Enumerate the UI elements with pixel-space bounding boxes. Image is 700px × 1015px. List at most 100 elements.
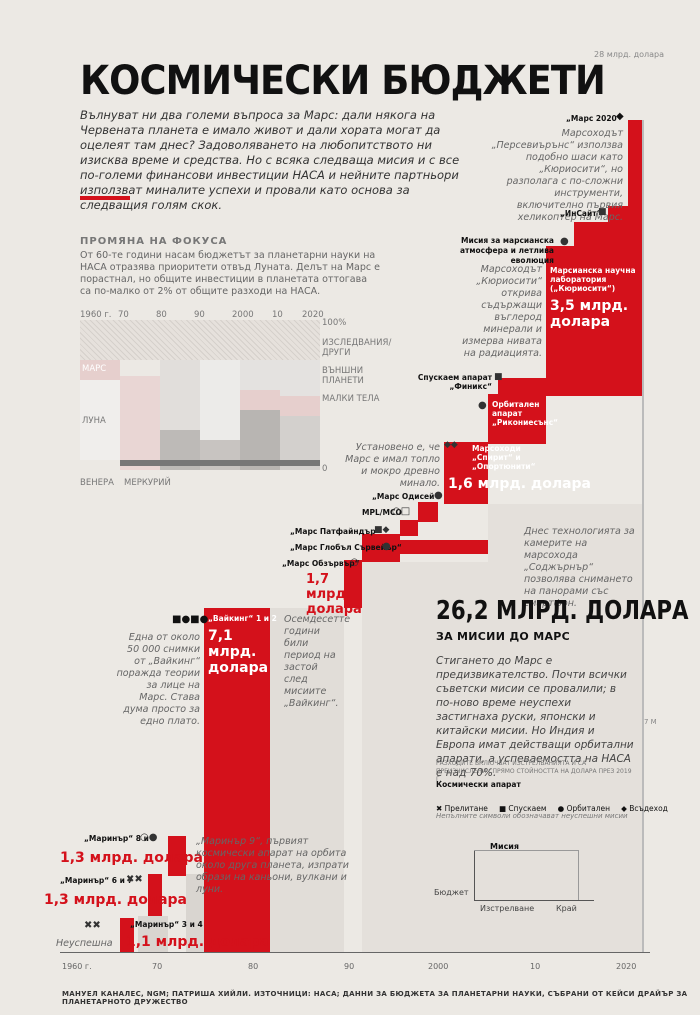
mariner89-icons: ○●	[140, 832, 158, 843]
bar-maven	[574, 222, 642, 248]
mini-launch: Изстрелване	[480, 904, 535, 913]
orbiter-icon: ●	[560, 236, 569, 247]
focus-pct-top: 100%	[322, 318, 347, 328]
lander-icon: ■	[598, 207, 607, 217]
mgs-orbiter-icon: ●	[382, 541, 391, 552]
label-maven: Мисия за марсианска атмосфера и летлива …	[459, 236, 554, 265]
value-observer: 1,7 млрд. долара	[306, 572, 362, 617]
note-pathfinder: Днес технологията за камерите на марсохо…	[524, 526, 635, 609]
bar-odyssey	[418, 502, 438, 522]
x-tick-90: 90	[344, 962, 355, 971]
top-scale-label: 28 млрд. долара	[594, 50, 664, 59]
focus-chart: 1960 г. 70 80 90 2000 10 2020 100% 0 МАР…	[80, 306, 346, 496]
mini-x-axis	[474, 900, 594, 901]
label-mariner89: „Маринър“ 8 и 9	[84, 834, 157, 843]
note-curiosity: Марсоходът „Кюриосити“ открива съдържащи…	[462, 264, 542, 359]
phoenix-lander-icon: ■	[494, 372, 503, 382]
label-mariner34: „Маринър“ 3 и 4	[130, 920, 203, 929]
label-viking: „Вайкинг“ 1 и 2	[208, 614, 277, 623]
intro-text: Вълнуват ни два големи въпроса за Марс: …	[80, 108, 460, 212]
focus-bars	[120, 360, 320, 470]
value-viking: 7,1 млрд. долара	[208, 628, 269, 676]
mini-right-line	[578, 850, 579, 900]
label-mariner67: „Маринър“ 6 и 7	[60, 876, 133, 885]
mini-y-axis	[474, 850, 475, 900]
focus-bar-2000s-mars	[240, 390, 280, 410]
x-axis	[60, 952, 650, 953]
label-pathfinder: „Марс Патфайндър“	[290, 527, 381, 536]
intro-divider	[80, 196, 130, 200]
label-mplmco: MPL/MCO	[362, 508, 402, 517]
x-tick-1960: 1960 г.	[62, 962, 92, 971]
summary-subtitle: ЗА МИСИИ ДО МАРС	[436, 630, 570, 643]
x-tick-10: 10	[530, 962, 541, 971]
note-viking: Една от около 50 000 снимки от „Вайкинг“…	[116, 632, 200, 727]
focus-venus-strip	[120, 460, 320, 466]
value-curiosity: 3,5 млрд. долара	[550, 298, 629, 330]
failed-label: Неуспешна	[56, 938, 113, 949]
label-mgs: „Марс Глобъл Сървейър“	[290, 543, 402, 552]
odyssey-orbiter-icon: ●	[434, 490, 443, 501]
summary-text: Стигането до Марс е предизвикателство. П…	[436, 655, 634, 779]
legend-orbiter: Орбитален	[566, 804, 611, 813]
focus-label-mercury: МЕРКУРИЙ	[124, 478, 171, 488]
legend-flyby: Прелитане	[444, 804, 488, 813]
focus-text: От 60-те години насам бюджетът за планет…	[80, 250, 380, 297]
focus-label-moon: ЛУНА	[82, 416, 106, 426]
scale-mark-7m: 7 М	[644, 718, 657, 726]
x-tick-80: 80	[248, 962, 259, 971]
label-mro: Орбитален апарат „Рикониесънс“	[492, 400, 559, 427]
mro-orbiter-icon: ●	[478, 400, 487, 411]
focus-pct-bottom: 0	[322, 464, 328, 474]
note-mariner89: „Маринър 9“, първият космически апарат н…	[196, 836, 349, 895]
note-mer: Установено е, че Марс е имал топло и мок…	[345, 442, 440, 489]
focus-year-90: 90	[194, 310, 205, 320]
bar-mars2020	[628, 120, 642, 208]
legend-hollow-note: Непълните символи обозначават неуспешни …	[436, 812, 628, 820]
focus-year-1960: 1960 г.	[80, 310, 112, 320]
credit-line: МАНУЕЛ КАНАЛЕС, NGM; ПАТРИША ХИЙЛИ. ИЗТО…	[62, 990, 688, 1006]
summary-big-total: 26,2 МЛРД. ДОЛАРА	[436, 596, 689, 626]
focus-hatched-area	[80, 320, 320, 360]
legend: ✖ Прелитане ■ Спускаем ● Орбитален ◆ Всъ…	[436, 796, 668, 815]
focus-year-10: 10	[272, 310, 283, 320]
x-tick-2020: 2020	[616, 962, 637, 971]
label-odyssey: „Марс Одисей“	[372, 492, 440, 501]
note-mars2020: Марсоходът „Персевиърънс“ използва подоб…	[491, 128, 623, 223]
observer-failed-icon: ○	[350, 557, 359, 568]
mini-explainer: Мисия Бюджет Изстрелване Край	[434, 840, 600, 913]
flyby-icon: ✖	[436, 804, 445, 813]
mer-rover-icons: ◆◆	[444, 440, 458, 450]
focus-year-70: 70	[118, 310, 129, 320]
value-mariner67: 1,3 млрд. долара	[44, 892, 187, 908]
label-observer: „Марс Обзървър“	[282, 559, 360, 568]
mariner34-flyby-icons: ✖✖	[84, 920, 101, 931]
focus-label-small: МАЛКИ ТЕЛА	[322, 394, 380, 404]
focus-year-2020: 2020	[302, 310, 324, 320]
value-mariner89: 1,3 млрд. долара	[60, 850, 203, 866]
legend-orbiter-icon: ●	[557, 804, 567, 813]
label-mars2020: „Марс 2020“	[566, 114, 622, 123]
bar-mplmco	[400, 520, 418, 536]
note-viking-gap: Осемдесетте години били период на застой…	[284, 614, 351, 709]
focus-mars-area	[80, 360, 120, 380]
rover-icon: ◆	[616, 111, 624, 122]
focus-label-outer: ВЪНШНИ ПЛАНЕТИ	[322, 366, 364, 386]
focus-year-2000: 2000	[232, 310, 254, 320]
legend-rover-icon: ◆	[621, 804, 630, 813]
bar-phoenix	[498, 378, 546, 396]
page-title: КОСМИЧЕСКИ БЮДЖЕТИ	[80, 58, 606, 104]
legend-rover: Всъдеход	[629, 804, 668, 813]
label-insight: „ИнСайт“	[560, 209, 602, 218]
focus-bar-70s	[120, 376, 160, 470]
legend-title: Космически апарат	[436, 780, 521, 789]
label-mer: Марсоходи „Спирит“ и „Опортюнити“	[472, 444, 536, 471]
value-mer: 1,6 млрд. долара	[448, 476, 591, 492]
viking-icons: ■●■●	[172, 614, 209, 625]
label-phoenix: Спускаем апарат „Финикс“	[417, 373, 492, 391]
value-mariner34: 1,1 млрд. долара	[126, 934, 269, 950]
focus-heading: ПРОМЯНА НА ФОКУСА	[80, 236, 228, 247]
label-curiosity: Марсианска научна лаборатория („Кюриосит…	[550, 266, 636, 293]
legend-lander-icon: ■	[498, 804, 509, 813]
pathfinder-icons: ■◆	[374, 525, 390, 535]
